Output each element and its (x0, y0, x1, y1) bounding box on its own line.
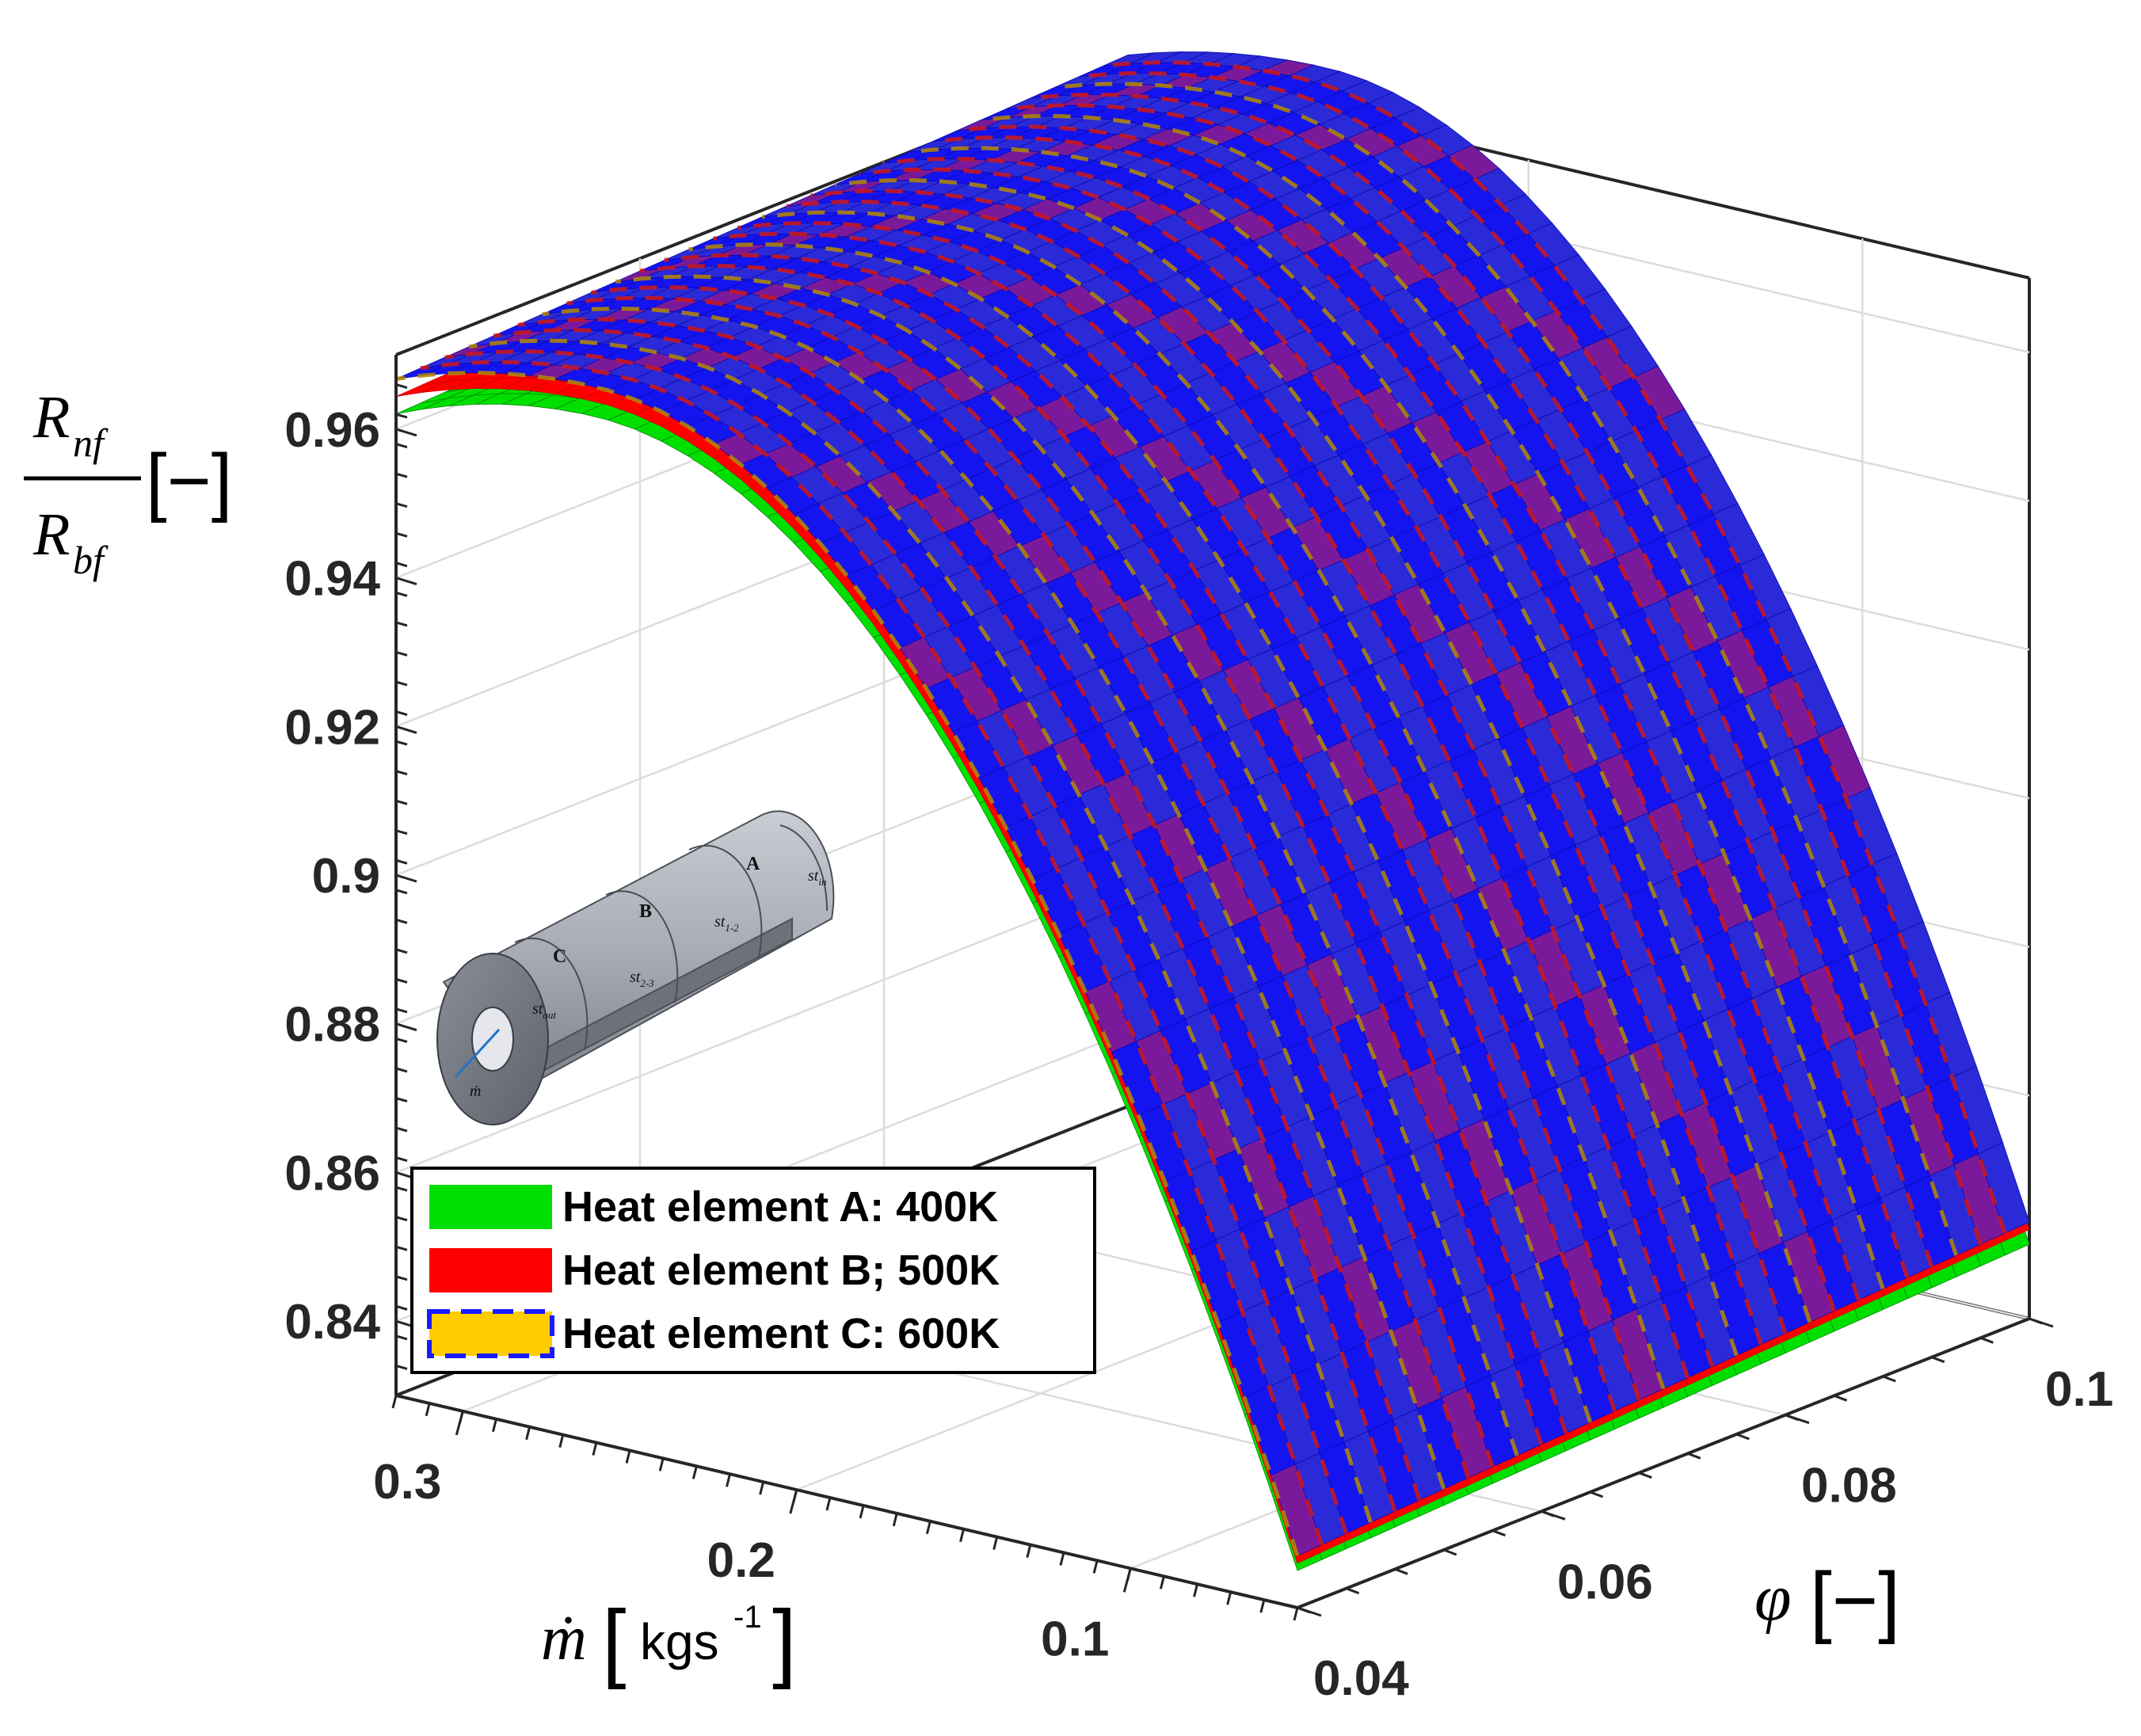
z-axis-label: R nf R bf [−] (24, 384, 232, 582)
x-tick-label: 0.2 (707, 1533, 775, 1588)
z-tick-label: 0.9 (312, 849, 380, 904)
y-tick-label: 0.04 (1313, 1651, 1409, 1706)
legend-label: Heat element B; 500K (562, 1247, 1000, 1294)
z-tick-label: 0.96 (284, 403, 380, 458)
legend-item: Heat element B; 500K (429, 1247, 1000, 1294)
x-label-bracket-open: [ (602, 1593, 627, 1690)
legend-label: Heat element C: 600K (562, 1310, 1000, 1357)
surface-series-3 (395, 51, 2030, 1557)
z-tick-label: 0.94 (284, 552, 380, 607)
inset-st-12: st1-2 (714, 913, 739, 934)
x-label-unit: kgs (640, 1613, 719, 1670)
inset-label-a: A (746, 854, 760, 874)
surface-plot (395, 51, 2030, 1571)
tick-marks (391, 383, 2054, 1621)
z-tick-label: 0.92 (284, 700, 380, 755)
heater-inset: A B C stin st1-2 st2-3 stout ṁ (436, 810, 835, 1125)
x-label-symbol: ṁ (541, 1604, 587, 1673)
inset-st-in: stin (808, 867, 826, 888)
z-label-unit: [−] (146, 439, 232, 523)
legend: Heat element A: 400K Heat element B; 500K… (410, 1167, 1096, 1374)
legend-swatch (429, 1248, 552, 1292)
x-label-unit-sup: -1 (733, 1600, 762, 1635)
z-tick-label: 0.88 (284, 998, 380, 1053)
y-tick-label: 0.06 (1557, 1555, 1653, 1609)
z-label-denominator-sub: bf (73, 538, 109, 582)
flow-arrow (454, 1028, 501, 1079)
x-axis-label: ṁ [ kgs -1 ] (541, 1593, 797, 1690)
z-label-numerator-sub: nf (73, 421, 109, 465)
legend-swatch (427, 1309, 554, 1358)
inset-st-out: stout (532, 1000, 556, 1021)
x-tick-label: 0.1 (1041, 1612, 1109, 1666)
y-tick-label: 0.08 (1801, 1459, 1897, 1513)
inset-st-23: st2-3 (630, 969, 654, 989)
y-label-unit: [−] (1810, 1556, 1900, 1645)
z-tick-label: 0.86 (284, 1146, 380, 1201)
z-label-denominator: R (32, 501, 70, 568)
legend-label: Heat element A: 400K (562, 1183, 998, 1231)
heater-bore (471, 1007, 514, 1072)
legend-swatch (429, 1185, 552, 1229)
inset-mdot: ṁ (470, 1083, 481, 1100)
z-tick-label: 0.84 (284, 1295, 380, 1350)
z-label-numerator: R (32, 384, 70, 451)
x-tick-labels: 0.1 0.2 0.3 (373, 1455, 1109, 1667)
z-tick-labels: 0.84 0.86 0.88 0.9 0.92 0.94 0.96 (284, 403, 380, 1350)
legend-item: Heat element C: 600K (427, 1309, 1000, 1358)
heater-section-lines (514, 824, 829, 1051)
inset-label-c: C (553, 946, 566, 967)
x-tick-label: 0.3 (373, 1455, 441, 1509)
inset-label-b: B (639, 901, 652, 922)
legend-items: Heat element A: 400K Heat element B; 500K… (427, 1183, 1000, 1358)
y-axis-label: φ [−] (1754, 1556, 1900, 1645)
y-label-symbol: φ (1754, 1561, 1791, 1635)
x-label-bracket-close: ] (772, 1593, 797, 1690)
y-tick-label: 0.1 (2045, 1362, 2113, 1417)
legend-item: Heat element A: 400K (429, 1183, 998, 1231)
y-tick-labels: 0.04 0.06 0.08 0.1 (1313, 1362, 2113, 1706)
